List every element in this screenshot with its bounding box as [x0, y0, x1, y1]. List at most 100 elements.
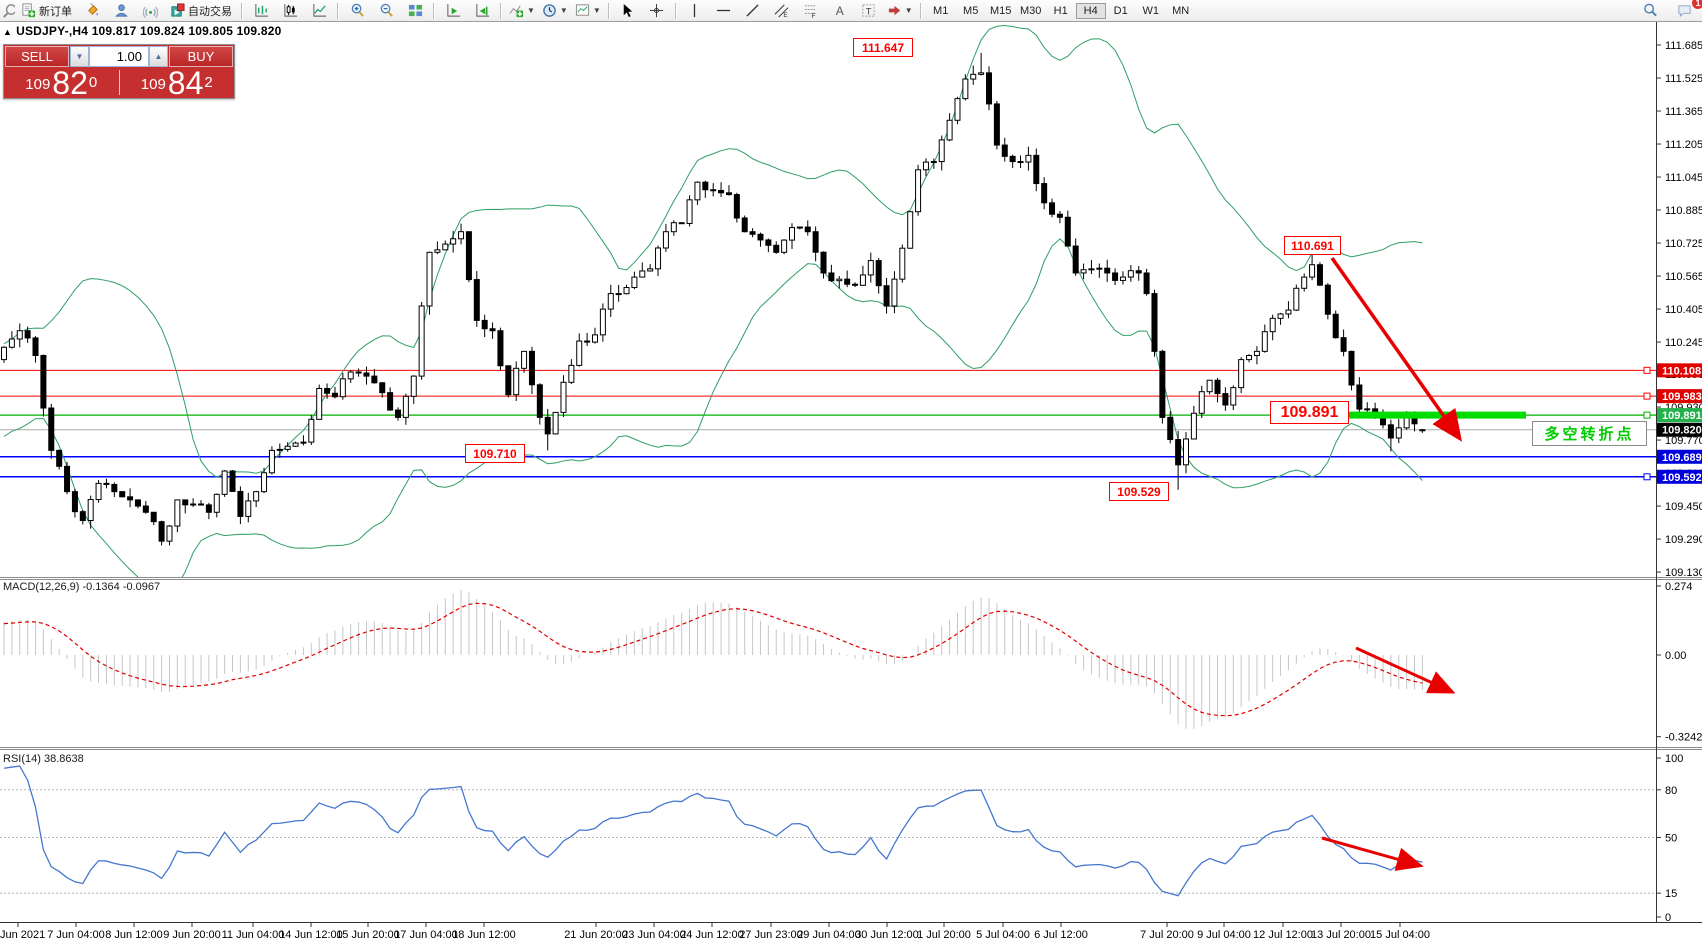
chat-button[interactable]: 1 — [1670, 0, 1702, 20]
svg-text:50: 50 — [1665, 833, 1677, 845]
timeframe-m15[interactable]: M15 — [989, 4, 1012, 17]
svg-text:T: T — [866, 6, 872, 16]
horizontal-line-icon — [717, 9, 731, 12]
volume-input[interactable]: 1.00 — [89, 46, 149, 67]
tile-windows-icon — [408, 4, 422, 17]
timeframe-m30[interactable]: M30 — [1019, 4, 1042, 17]
search-button[interactable] — [1636, 1, 1664, 20]
line-chart-button[interactable] — [305, 1, 333, 20]
bar-chart-button[interactable] — [247, 1, 275, 20]
label-tool-icon: T — [862, 4, 875, 17]
fibonacci-button[interactable]: F — [797, 1, 825, 20]
price-divider — [118, 70, 120, 95]
new-order-button[interactable]: 新订单 — [16, 1, 77, 20]
text-label-button[interactable]: T — [855, 1, 883, 20]
zoom-in-button[interactable] — [343, 1, 371, 20]
green-level-zone[interactable] — [1345, 411, 1526, 419]
auto-scroll-button[interactable] — [439, 1, 467, 20]
price-callout[interactable]: 111.647 — [853, 38, 913, 57]
templates-button[interactable]: ▼ — [572, 1, 604, 20]
timeframe-h1[interactable]: H1 — [1053, 4, 1068, 17]
volume-increase-button[interactable]: ▲ — [149, 46, 168, 67]
cursor-button[interactable] — [614, 1, 642, 20]
line-handle[interactable] — [1643, 473, 1651, 481]
dropdown-caret: ▼ — [592, 6, 601, 15]
window-icon[interactable] — [0, 1, 15, 20]
vertical-line-button[interactable] — [681, 1, 709, 20]
autotrading-button[interactable]: 自动交易 — [165, 1, 237, 20]
paint-bucket-icon — [87, 3, 98, 16]
line-handle[interactable] — [1643, 411, 1651, 419]
bollinger-upper — [3, 25, 1423, 478]
sell-price[interactable]: 109 82 0 — [4, 67, 119, 99]
tile-windows-button[interactable] — [401, 1, 429, 20]
svg-text:111.365: 111.365 — [1665, 106, 1702, 118]
text-button[interactable]: A — [826, 1, 854, 20]
channel-button[interactable]: E — [768, 1, 796, 20]
svg-text:109.983: 109.983 — [1662, 391, 1702, 403]
svg-text:7 Jun 04:00: 7 Jun 04:00 — [47, 929, 105, 941]
rsi-pane — [0, 765, 1656, 897]
chart-shift-icon — [475, 3, 489, 17]
timeframe-h4[interactable]: H4 — [1075, 2, 1106, 19]
equidistant-channel-icon: E — [774, 4, 789, 18]
price-callout[interactable]: 110.691 — [1284, 236, 1341, 255]
indicators-icon — [509, 5, 524, 18]
signals-button[interactable] — [136, 1, 164, 20]
bar-chart-icon — [254, 3, 268, 17]
trend-arrow[interactable] — [1321, 836, 1424, 871]
svg-text:110.405: 110.405 — [1665, 304, 1702, 316]
fibonacci-icon: F — [805, 5, 817, 18]
trend-arrow[interactable] — [1355, 646, 1456, 694]
profiles-icon — [114, 4, 128, 17]
timeframe-m1[interactable]: M1 — [933, 4, 949, 17]
toolbar-separator — [241, 2, 243, 19]
line-handle[interactable] — [1643, 366, 1651, 374]
crosshair-button[interactable] — [643, 1, 671, 20]
trend-arrow[interactable] — [1330, 256, 1463, 442]
styler-button[interactable] — [78, 1, 106, 20]
note-text-label[interactable]: 多空转折点 — [1532, 421, 1647, 446]
periods-button[interactable]: ▼ — [539, 1, 571, 20]
indicators-button[interactable]: ▼ — [506, 1, 538, 20]
collapse-triangle-icon[interactable]: ▲ — [3, 27, 13, 37]
buy-price-head: 109 — [140, 76, 166, 93]
arrows-shape-icon — [888, 5, 900, 16]
svg-text:109.130: 109.130 — [1665, 567, 1702, 579]
dropdown-caret: ▼ — [527, 6, 535, 15]
svg-text:109.820: 109.820 — [1662, 425, 1702, 437]
rsi-indicator-label: RSI(14) 38.8638 — [3, 753, 84, 765]
candlestick-chart-button[interactable] — [276, 1, 304, 20]
svg-text:110.245: 110.245 — [1665, 337, 1702, 349]
svg-text:8 Jun 12:00: 8 Jun 12:00 — [105, 929, 163, 941]
buy-price[interactable]: 109 84 2 — [120, 67, 235, 99]
timeframe-m5[interactable]: M5 — [963, 4, 979, 17]
buy-button[interactable]: BUY — [169, 46, 233, 67]
horizontal-line-button[interactable] — [710, 1, 738, 20]
profiles-button[interactable] — [107, 1, 135, 20]
chart-shift-button[interactable] — [468, 1, 496, 20]
svg-text:15 Jun 20:00: 15 Jun 20:00 — [336, 929, 400, 941]
timeframe-mn[interactable]: MN — [1172, 4, 1190, 17]
price-callout[interactable]: 109.529 — [1109, 482, 1169, 501]
volume-decrease-button[interactable]: ▼ — [70, 46, 89, 67]
price-callout[interactable]: 109.891 — [1270, 401, 1349, 424]
svg-text:109.689: 109.689 — [1662, 452, 1702, 464]
buy-price-sup: 2 — [204, 74, 213, 91]
svg-text:9 Jun 20:00: 9 Jun 20:00 — [163, 929, 221, 941]
clock-icon — [543, 4, 556, 17]
shapes-button[interactable]: ▼ — [884, 1, 916, 20]
timeframe-w1[interactable]: W1 — [1142, 4, 1159, 17]
trendline-button[interactable] — [739, 1, 767, 20]
line-handle[interactable] — [1643, 392, 1651, 400]
sell-price-sup: 0 — [88, 74, 98, 91]
zoom-out-button[interactable] — [372, 1, 400, 20]
svg-text:111.525: 111.525 — [1665, 73, 1702, 85]
sell-button[interactable]: SELL — [5, 46, 69, 67]
price-callout[interactable]: 109.710 — [465, 444, 525, 463]
sell-price-head: 109 — [25, 76, 51, 93]
svg-text:13 Jul 20:00: 13 Jul 20:00 — [1311, 929, 1371, 941]
svg-text:1 Jul 20:00: 1 Jul 20:00 — [917, 929, 971, 941]
timeframe-d1[interactable]: D1 — [1113, 4, 1128, 17]
